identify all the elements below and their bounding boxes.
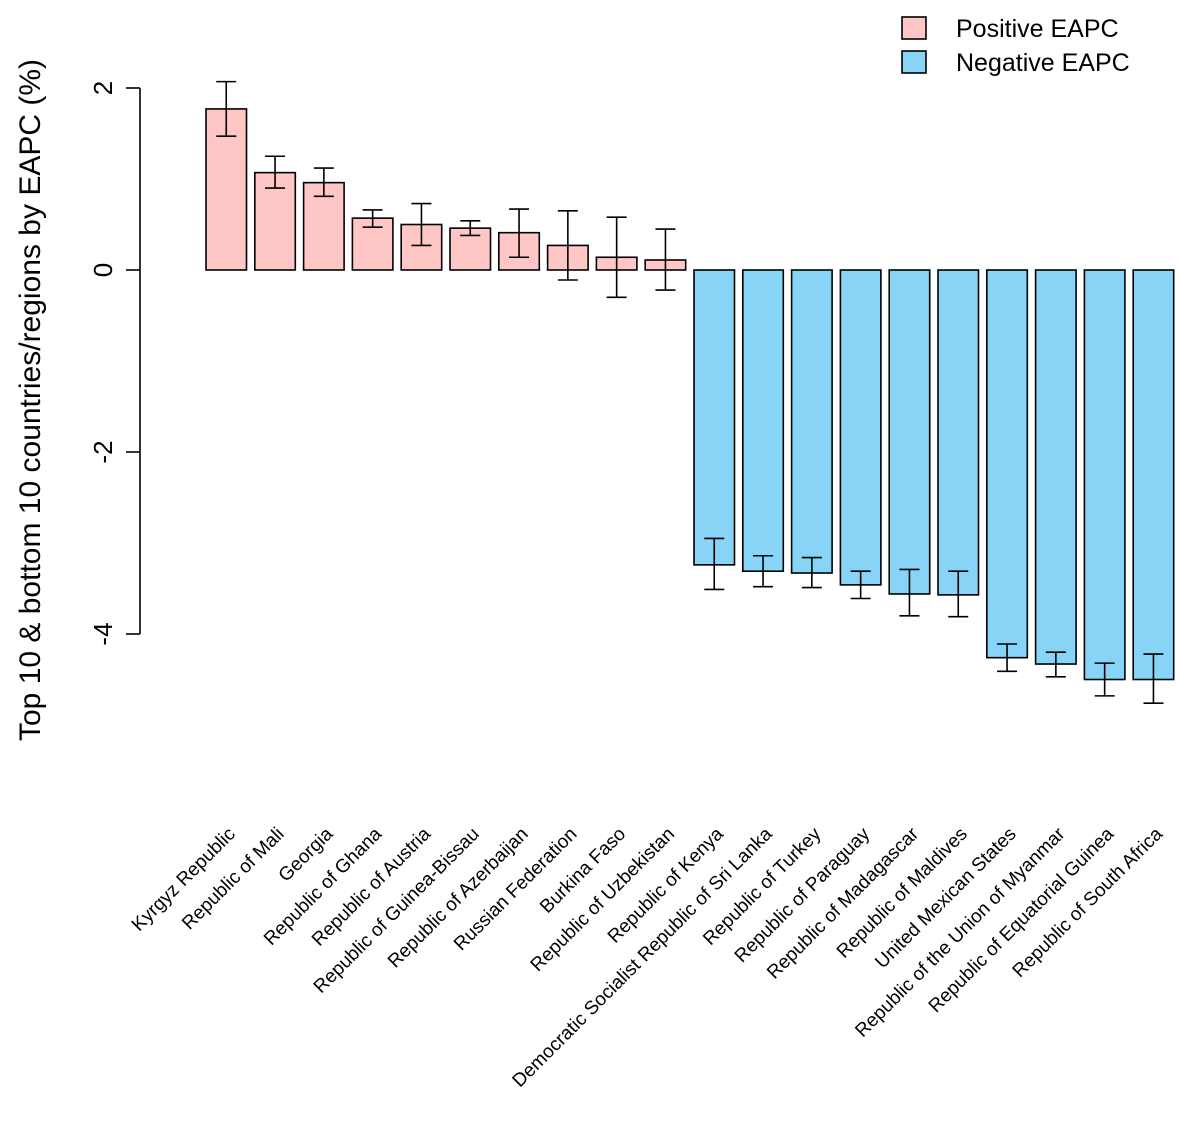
error-bar-burkina-faso bbox=[606, 216, 627, 299]
legend-swatch-positive-eapc bbox=[901, 16, 927, 40]
legend-swatch-negative-eapc bbox=[901, 50, 927, 74]
error-bar-republic-of-paraguay bbox=[850, 570, 871, 600]
bar-republic-of-maldives bbox=[937, 269, 980, 596]
error-bar-democratic-socialist-republic-of-sri-lanka bbox=[753, 554, 774, 588]
bar-democratic-socialist-republic-of-sri-lanka bbox=[741, 269, 785, 573]
bar-republic-of-equatorial-guinea bbox=[1083, 269, 1126, 681]
error-bar-republic-of-equatorial-guinea bbox=[1094, 662, 1115, 697]
y-axis-label: Top 10 & bottom 10 countries/regions by … bbox=[14, 59, 47, 741]
bars-group bbox=[205, 108, 1175, 681]
error-bar-kyrgyz-republic bbox=[216, 80, 237, 138]
error-bar-republic-of-kenya bbox=[704, 537, 725, 591]
legend: Positive EAPC Negative EAPC bbox=[901, 15, 1130, 77]
error-bar-republic-of-madagascar bbox=[899, 568, 920, 617]
bar-republic-of-kenya bbox=[693, 269, 736, 566]
bar-republic-of-the-union-of-myanmar bbox=[1034, 269, 1077, 665]
error-bar-republic-of-azerbaijan bbox=[509, 208, 530, 259]
y-tick-label: -4 bbox=[88, 622, 118, 645]
legend-label-negative-eapc: Negative EAPC bbox=[956, 49, 1130, 77]
error-bar-republic-of-south-africa bbox=[1143, 653, 1164, 704]
error-bars-group bbox=[216, 80, 1164, 704]
error-bar-republic-of-the-union-of-myanmar bbox=[1045, 651, 1066, 678]
error-bar-republic-of-ghana bbox=[362, 209, 383, 229]
error-bar-united-mexican-states bbox=[997, 643, 1018, 673]
error-bar-republic-of-turkey bbox=[801, 556, 822, 589]
error-bar-republic-of-maldives bbox=[948, 570, 969, 618]
error-bar-republic-of-mali bbox=[265, 155, 286, 189]
bar-republic-of-south-africa bbox=[1132, 269, 1175, 681]
bar-republic-of-madagascar bbox=[888, 269, 931, 595]
error-bar-russian-federation bbox=[557, 210, 578, 281]
error-bar-republic-of-austria bbox=[411, 202, 432, 247]
error-bar-republic-of-uzbekistan bbox=[655, 228, 676, 291]
bar-republic-of-ghana bbox=[351, 217, 394, 271]
y-tick-label: 2 bbox=[88, 81, 118, 95]
bar-republic-of-turkey bbox=[790, 269, 833, 574]
error-bar-republic-of-guinea-bissau bbox=[460, 220, 481, 237]
y-tick-label: 0 bbox=[88, 263, 118, 277]
error-bar-georgia bbox=[313, 167, 334, 198]
bar-united-mexican-states bbox=[985, 269, 1029, 659]
bar-republic-of-paraguay bbox=[839, 269, 882, 586]
y-axis: 2 0 -2 -4 bbox=[88, 81, 141, 646]
legend-label-positive-eapc: Positive EAPC bbox=[956, 15, 1119, 43]
y-tick-label: -2 bbox=[88, 440, 118, 463]
